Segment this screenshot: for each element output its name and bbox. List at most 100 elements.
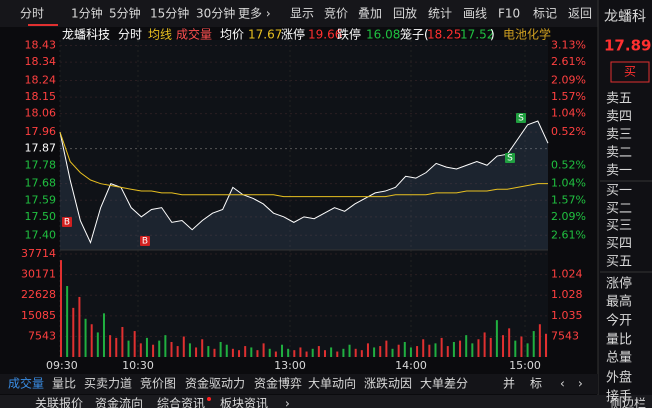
volume-bar bbox=[502, 335, 505, 357]
header-avg-line: 均线 bbox=[148, 28, 172, 42]
level-label: 买三 bbox=[606, 219, 632, 234]
buy-button[interactable] bbox=[610, 61, 650, 83]
bottom-tab[interactable]: 买卖力道 bbox=[84, 377, 132, 391]
header-avg-value: 17.67 bbox=[248, 28, 282, 42]
level-label: 卖一 bbox=[606, 164, 632, 179]
level-label: 接手 bbox=[606, 389, 632, 405]
volume-bar bbox=[60, 260, 62, 357]
level-label: 量比 bbox=[606, 333, 632, 348]
toolbar-tab[interactable]: 更多 › bbox=[238, 7, 271, 21]
buy-label[interactable]: 买 bbox=[624, 65, 636, 79]
toolbar-action[interactable]: 统计 bbox=[428, 7, 452, 21]
bottom-tool[interactable]: 标 bbox=[530, 377, 542, 391]
footer-tab[interactable]: › bbox=[285, 397, 290, 408]
toolbar-tab[interactable]: 15分钟 bbox=[150, 6, 189, 21]
volume-bar bbox=[145, 337, 148, 357]
volume-bar bbox=[403, 341, 406, 357]
header-cage-open: 笼子( bbox=[400, 27, 429, 42]
bottom-tab[interactable]: 大单动向 bbox=[308, 376, 356, 391]
volume-bar bbox=[281, 344, 284, 357]
volume-right-label: 7543 bbox=[551, 329, 579, 342]
volume-bar bbox=[109, 335, 112, 357]
toolbar-tab[interactable]: 30分钟 bbox=[196, 6, 235, 21]
volume-bar bbox=[428, 344, 431, 357]
bottom-tab[interactable]: 涨跌动因 bbox=[364, 376, 412, 391]
header-cage-close: ) bbox=[490, 28, 495, 42]
volume-bar bbox=[250, 347, 253, 357]
bottom-tabbar bbox=[0, 374, 598, 394]
trade-marker-label: B bbox=[142, 237, 148, 247]
toolbar-action[interactable]: 标记 bbox=[533, 7, 557, 21]
volume-bar bbox=[96, 332, 99, 357]
toolbar-action[interactable]: 显示 bbox=[290, 7, 314, 21]
time-label: 14:00 bbox=[395, 359, 427, 372]
volume-bar bbox=[201, 339, 204, 357]
volume-bar bbox=[526, 343, 529, 357]
sidebar-toggle[interactable]: 侧边栏 bbox=[610, 396, 646, 408]
footer-tab[interactable]: 板块资讯 bbox=[220, 397, 268, 408]
bottom-tab[interactable]: 成交量 bbox=[8, 376, 44, 391]
toolbar-action[interactable]: 画线 bbox=[463, 7, 487, 21]
toolbar-action[interactable]: F10 bbox=[498, 7, 520, 21]
time-label: 10:30 bbox=[122, 359, 154, 372]
volume-bar bbox=[459, 340, 462, 357]
volume-bar bbox=[262, 343, 265, 357]
bottom-tab[interactable]: 资金驱动力 bbox=[185, 376, 245, 391]
toolbar-action[interactable]: 竞价 bbox=[324, 7, 348, 21]
bottom-tool[interactable]: › bbox=[578, 377, 583, 391]
footer-tab[interactable]: 资金流向 bbox=[95, 396, 143, 408]
footer-tab[interactable]: 综合资讯 bbox=[157, 396, 205, 408]
volume-tick-label: 15085 bbox=[21, 309, 56, 322]
footer-tab[interactable]: 关联报价 bbox=[35, 396, 83, 408]
toolbar-tab[interactable]: 1分钟 bbox=[71, 6, 103, 21]
volume-right-label: 1.024 bbox=[551, 268, 583, 281]
price-line bbox=[59, 120, 549, 245]
level-label: 买四 bbox=[606, 237, 632, 252]
volume-bar bbox=[446, 346, 449, 357]
header-cage-low: 17.52 bbox=[460, 28, 494, 42]
volume-bar bbox=[545, 333, 547, 357]
header-stock: 龙蟠科技 bbox=[62, 28, 110, 42]
bottom-tab[interactable]: 竞价图 bbox=[140, 377, 176, 391]
toolbar-action[interactable]: 回放 bbox=[393, 6, 417, 21]
volume-bar bbox=[422, 339, 425, 357]
bottom-tab[interactable]: 量比 bbox=[52, 377, 76, 391]
volume-bar bbox=[170, 341, 173, 357]
bottom-tool[interactable]: 并 bbox=[503, 377, 515, 391]
level-label: 今开 bbox=[606, 313, 632, 329]
footer bbox=[0, 395, 652, 408]
level-label: 外盘 bbox=[606, 370, 632, 386]
volume-bar bbox=[348, 344, 351, 357]
bottom-tab[interactable]: 资金博弈 bbox=[254, 376, 302, 391]
trade-marker-label: S bbox=[518, 114, 524, 124]
volume-right-label: 1.035 bbox=[551, 309, 583, 322]
volume-bar bbox=[195, 347, 198, 357]
volume-bar bbox=[397, 344, 400, 357]
time-label: 09:30 bbox=[46, 359, 78, 372]
toolbar-tab[interactable]: 分时 bbox=[20, 7, 44, 21]
pct-label: 3.13% bbox=[551, 39, 586, 52]
header-mode: 分时 bbox=[118, 28, 142, 42]
toolbar-action[interactable]: 叠加 bbox=[358, 7, 382, 21]
volume-bar bbox=[305, 351, 308, 357]
toolbar-tab[interactable]: 5分钟 bbox=[109, 6, 141, 21]
volume-bar bbox=[293, 350, 296, 357]
stock-name: 龙蟠科 bbox=[604, 9, 646, 25]
level-label: 卖三 bbox=[606, 128, 632, 143]
chart-panel bbox=[60, 40, 548, 357]
volume-bar bbox=[354, 348, 357, 357]
level-label: 买一 bbox=[606, 184, 632, 199]
volume-bar bbox=[127, 340, 130, 357]
volume-bar bbox=[102, 313, 105, 357]
volume-bar bbox=[317, 346, 320, 357]
volume-bar bbox=[514, 340, 517, 357]
bottom-tool[interactable]: ‹ bbox=[560, 377, 565, 391]
toolbar-action[interactable]: 返回 bbox=[568, 7, 592, 21]
volume-bar bbox=[139, 343, 142, 357]
pct-label: 0.52% bbox=[551, 125, 586, 138]
pct-label: 1.57% bbox=[551, 193, 586, 206]
bottom-tab[interactable]: 大单差分 bbox=[420, 377, 468, 391]
pct-label: 2.61% bbox=[551, 228, 586, 241]
volume-bar bbox=[416, 346, 419, 357]
volume-bar bbox=[440, 337, 443, 357]
